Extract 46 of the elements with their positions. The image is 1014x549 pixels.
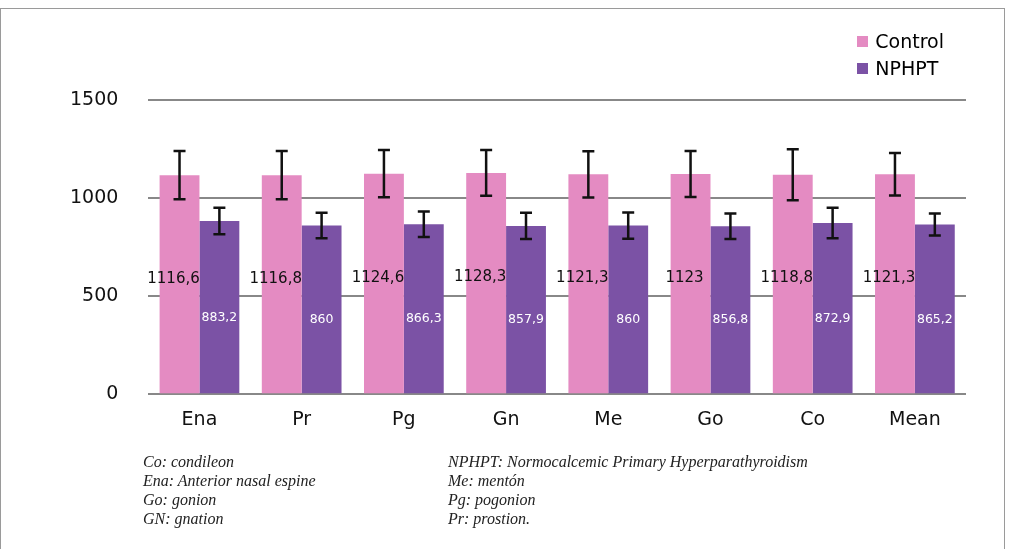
y-tick-label: 0: [106, 381, 119, 404]
data-label: 866,3: [405, 310, 442, 326]
data-label: 856,8: [712, 311, 749, 327]
bar: [812, 223, 853, 394]
data-label: 872,9: [814, 309, 851, 325]
text: Me: mentón: [448, 471, 526, 490]
y-tick-label: 500: [82, 283, 119, 306]
legend-label: Control: [875, 29, 944, 54]
data-label: 1121,3: [556, 268, 609, 287]
bar: [506, 225, 546, 394]
text: Pg: pogonion: [448, 490, 537, 509]
data-label: 1116,8: [249, 268, 302, 287]
x-tick-label: Gn: [492, 406, 520, 429]
data-label: 1128,3: [453, 267, 507, 286]
x-tick-label: Pg: [392, 406, 416, 429]
text: NPHPT: Normocalcemic Primary Hyperparathyroidism: [448, 452, 809, 471]
x-tick-label: Mean: [889, 406, 941, 429]
text: Co: condileon: [143, 452, 236, 471]
bar: [199, 220, 240, 394]
y-tick-label: 1500: [69, 86, 119, 109]
bar: [710, 226, 751, 394]
data-label: 883,2: [201, 308, 238, 324]
y-tick-label: 1000: [69, 185, 119, 207]
data-label: 1116,6: [147, 268, 200, 287]
text: GN: gnation: [143, 509, 225, 528]
data-label: 860: [309, 311, 334, 327]
data-label: 1124,6: [351, 267, 405, 286]
bar: [301, 225, 342, 394]
text: Ena: Anterior nasal espine: [143, 471, 317, 490]
data-label: 857,9: [508, 311, 544, 327]
data-label: 1123: [665, 267, 704, 286]
bar: [608, 225, 649, 394]
bar: [914, 224, 955, 394]
legend-label: NPHPT: [875, 56, 939, 81]
x-tick-label: Pr: [292, 406, 312, 429]
data-label: 865,2: [916, 310, 953, 326]
x-tick-label: Me: [594, 406, 623, 429]
data-label: 1118,8: [760, 268, 814, 287]
text: Pr: prostion.: [448, 509, 532, 528]
x-tick-label: Co: [800, 406, 826, 429]
text: Go: gonion: [143, 490, 218, 509]
x-tick-label: Ena: [181, 406, 218, 429]
bar: [403, 224, 444, 394]
data-label: 1121,3: [862, 268, 916, 287]
data-label: 860: [616, 311, 641, 327]
x-tick-label: Go: [697, 406, 724, 429]
